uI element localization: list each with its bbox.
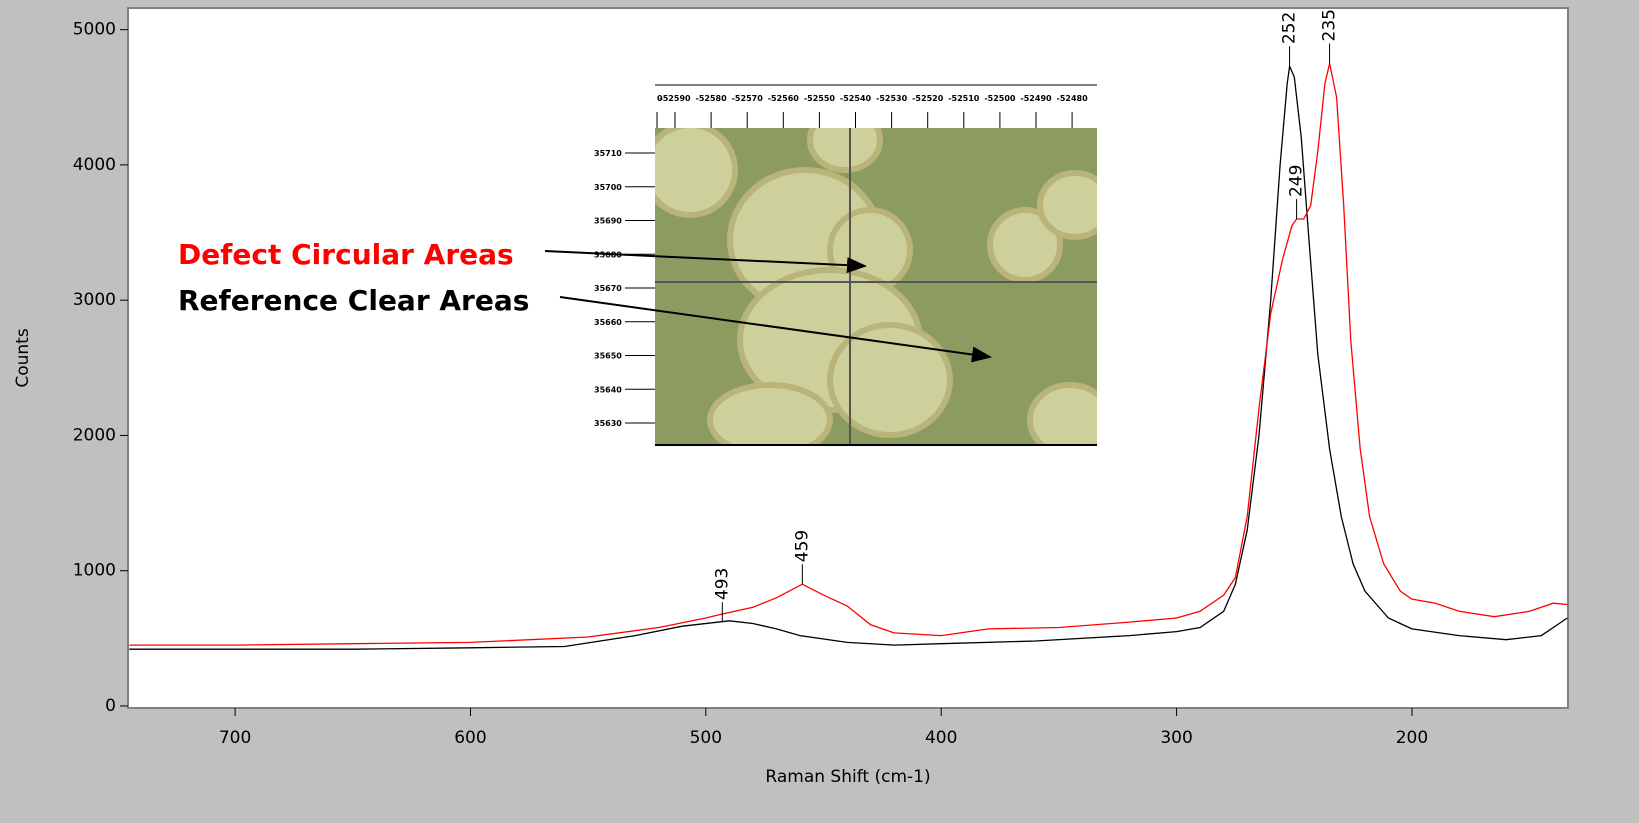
x-tick-label: 300 bbox=[1160, 728, 1192, 748]
peak-label: 252 bbox=[1280, 12, 1300, 44]
x-tick-label: 700 bbox=[219, 728, 251, 748]
inset-x-label: -52500 bbox=[984, 94, 1016, 103]
inset-x-label: -52480 bbox=[1057, 94, 1089, 103]
inset-x-label: -52550 bbox=[804, 94, 836, 103]
inset-y-label: 35670 bbox=[594, 284, 622, 293]
inset-y-label: 35710 bbox=[594, 149, 622, 158]
x-tick-label: 600 bbox=[454, 728, 486, 748]
inset-x-label: -52490 bbox=[1020, 94, 1052, 103]
y-tick-label: 4000 bbox=[73, 155, 116, 175]
inset-y-label: 35660 bbox=[594, 318, 622, 327]
inset-y-label: 35640 bbox=[594, 385, 622, 394]
y-axis-label: Counts bbox=[13, 328, 33, 387]
x-tick-label: 200 bbox=[1396, 728, 1428, 748]
chart: Counts Raman Shift (cm-1) 0-52590-52580-… bbox=[0, 0, 1639, 819]
peak-label: 459 bbox=[792, 530, 812, 562]
legend-entry: Defect Circular Areas bbox=[178, 238, 514, 271]
peak-label: 235 bbox=[1320, 9, 1340, 41]
peak-label: 493 bbox=[712, 568, 732, 600]
inset-x-label: -52580 bbox=[696, 94, 728, 103]
legend-entry: Reference Clear Areas bbox=[178, 284, 529, 317]
peak-label: 249 bbox=[1287, 165, 1307, 197]
inset-y-label: 35650 bbox=[594, 352, 622, 361]
x-tick-label: 500 bbox=[690, 728, 722, 748]
inset-x-label: -52530 bbox=[876, 94, 908, 103]
inset-x-label: -52570 bbox=[732, 94, 764, 103]
inset-x-label: -52540 bbox=[840, 94, 872, 103]
inset-y-label: 35690 bbox=[594, 217, 622, 226]
x-axis-label: Raman Shift (cm-1) bbox=[765, 767, 930, 787]
y-tick-label: 2000 bbox=[73, 425, 116, 445]
y-tick-label: 5000 bbox=[73, 20, 116, 40]
y-tick-label: 1000 bbox=[73, 561, 116, 581]
inset-x-label: -52510 bbox=[948, 94, 980, 103]
inset-y-label: 35700 bbox=[594, 183, 622, 192]
inset-image: 0-52590-52580-52570-52560-52550-52540-52… bbox=[592, 85, 1110, 455]
inset-y-label: 35630 bbox=[594, 419, 622, 428]
inset-x-label: -52560 bbox=[768, 94, 800, 103]
y-tick-label: 0 bbox=[105, 696, 116, 716]
y-tick-label: 3000 bbox=[73, 290, 116, 310]
inset-x-label: -52590 bbox=[659, 94, 691, 103]
inset-x-label: -52520 bbox=[912, 94, 944, 103]
x-tick-label: 400 bbox=[925, 728, 957, 748]
